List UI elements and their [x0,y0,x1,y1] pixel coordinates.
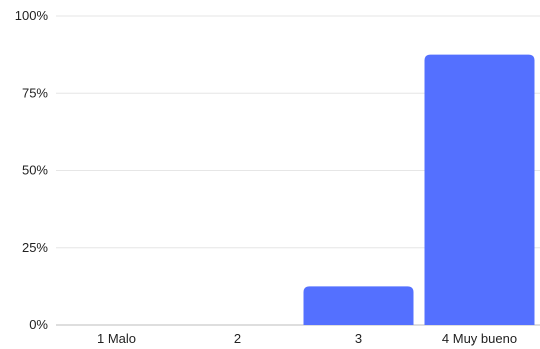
y-tick-label: 25% [22,240,48,255]
x-axis: 1 Malo 2 3 4 Muy bueno [97,331,517,346]
y-tick-label: 50% [22,163,48,178]
bar [424,54,535,325]
x-tick-label: 3 [355,331,362,346]
bar [303,286,414,325]
x-tick-label: 1 Malo [97,331,136,346]
y-tick-label: 75% [22,85,48,100]
y-axis: 0% 25% 50% 75% 100% [15,8,49,332]
y-tick-label: 0% [29,317,48,332]
bars [303,54,535,325]
y-tick-label: 100% [15,8,49,23]
x-tick-label: 4 Muy bueno [442,331,517,346]
x-tick-label: 2 [234,331,241,346]
